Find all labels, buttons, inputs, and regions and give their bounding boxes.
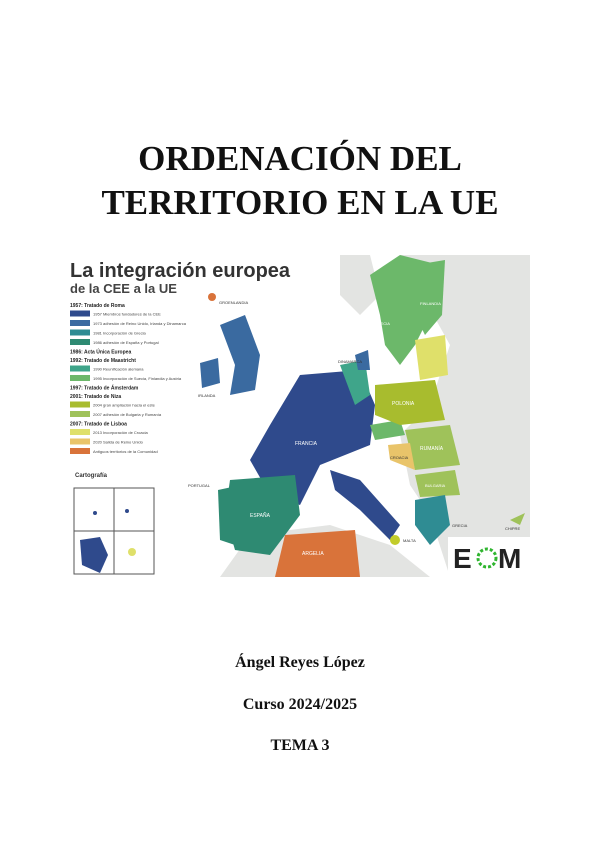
legend-label: 1995 Incorporación de Suecia, Finlandia … (93, 376, 182, 381)
legend-swatch (70, 401, 90, 408)
legend-heading: 1986: Acta Única Europea (70, 349, 131, 356)
cartography-label: Cartografía (75, 473, 108, 479)
legend-label: 1986 adhesión de España y Portugal (93, 340, 159, 345)
legend-swatch (70, 375, 90, 381)
map-title: La integración europea (70, 260, 291, 282)
eom-logo: E M (448, 537, 530, 577)
legend-label: 1990 Reunificación alemana (93, 367, 144, 372)
legend-swatch (70, 329, 90, 336)
label-finlandia: FINLANDIA (420, 301, 441, 306)
legend-heading: 1957: Tratado de Roma (70, 303, 125, 309)
eu-integration-map: La integración europea de la CEE a la UE… (70, 255, 530, 577)
legend-label: 2020 Salida de Reino Unido (93, 440, 144, 445)
svg-text:M: M (498, 543, 521, 574)
legend-heading: 2001: Tratado de Niza (70, 394, 121, 400)
legend-swatch (70, 365, 90, 372)
legend-swatch (70, 339, 90, 345)
title-line-1: ORDENACIÓN DEL (138, 139, 462, 178)
legend-heading: 1997: Tratado de Ámsterdam (70, 385, 139, 392)
svg-text:E: E (453, 543, 472, 574)
label-portugal: PORTUGAL (188, 483, 211, 488)
legend-label: 2007 adhesión de Bulgaria y Rumanía (93, 412, 162, 417)
label-croacia: CROACIA (390, 455, 409, 460)
legend-swatch (70, 438, 90, 445)
label-groenlandia: GROENLANDIA (219, 300, 248, 305)
label-polonia: POLONIA (392, 401, 415, 407)
label-argelia: ARGELIA (302, 551, 324, 557)
legend-heading: 2007: Tratado de Lisboa (70, 422, 127, 428)
legend-label: 1973 adhesión de Reino Unido, Irlanda y … (93, 321, 187, 326)
course: Curso 2024/2025 (242, 696, 358, 713)
label-francia: FRANCIA (295, 441, 318, 447)
label-grecia: GRECIA (452, 523, 468, 528)
label-irlanda: IRLANDA (198, 393, 216, 398)
topic: TEMA 3 (270, 737, 330, 754)
label-dinamarca: DINAMARCA (338, 359, 362, 364)
map-legend: 1957: Tratado de Roma 1957 Miembros funda… (70, 303, 187, 454)
legend-swatch (70, 320, 90, 326)
legend-swatch (70, 429, 90, 435)
label-suecia: SUECIA (375, 321, 390, 326)
legend-swatch (70, 448, 90, 454)
label-bulgaria: BULGARIA (425, 483, 446, 488)
legend-swatch (70, 310, 90, 317)
label-chipre: CHIPRE (505, 526, 520, 531)
label-rumania: RUMANÍA (420, 445, 444, 452)
legend-label: 2004 gran ampliación hacia el este (93, 403, 156, 408)
overseas-inset (73, 487, 155, 575)
legend-label: 1957 Miembros fundadores de la CEE (93, 312, 161, 317)
label-malta: MALTA (403, 538, 416, 543)
document-title: ORDENACIÓN DEL TERRITORIO EN LA UE (0, 137, 600, 225)
author: Ángel Reyes López (235, 654, 365, 671)
title-line-2: TERRITORIO EN LA UE (101, 183, 499, 222)
label-espana: ESPAÑA (250, 512, 271, 519)
legend-label: 2013 Incorporación de Croacia (93, 430, 148, 435)
legend-swatch (70, 411, 90, 417)
legend-label: 1981 Incorporación de Grecia (93, 331, 146, 336)
map-subtitle: de la CEE a la UE (70, 281, 177, 296)
legend-label: Antiguos territorios de la Comunidad (93, 449, 158, 454)
legend-heading: 1992: Tratado de Maastricht (70, 358, 136, 364)
